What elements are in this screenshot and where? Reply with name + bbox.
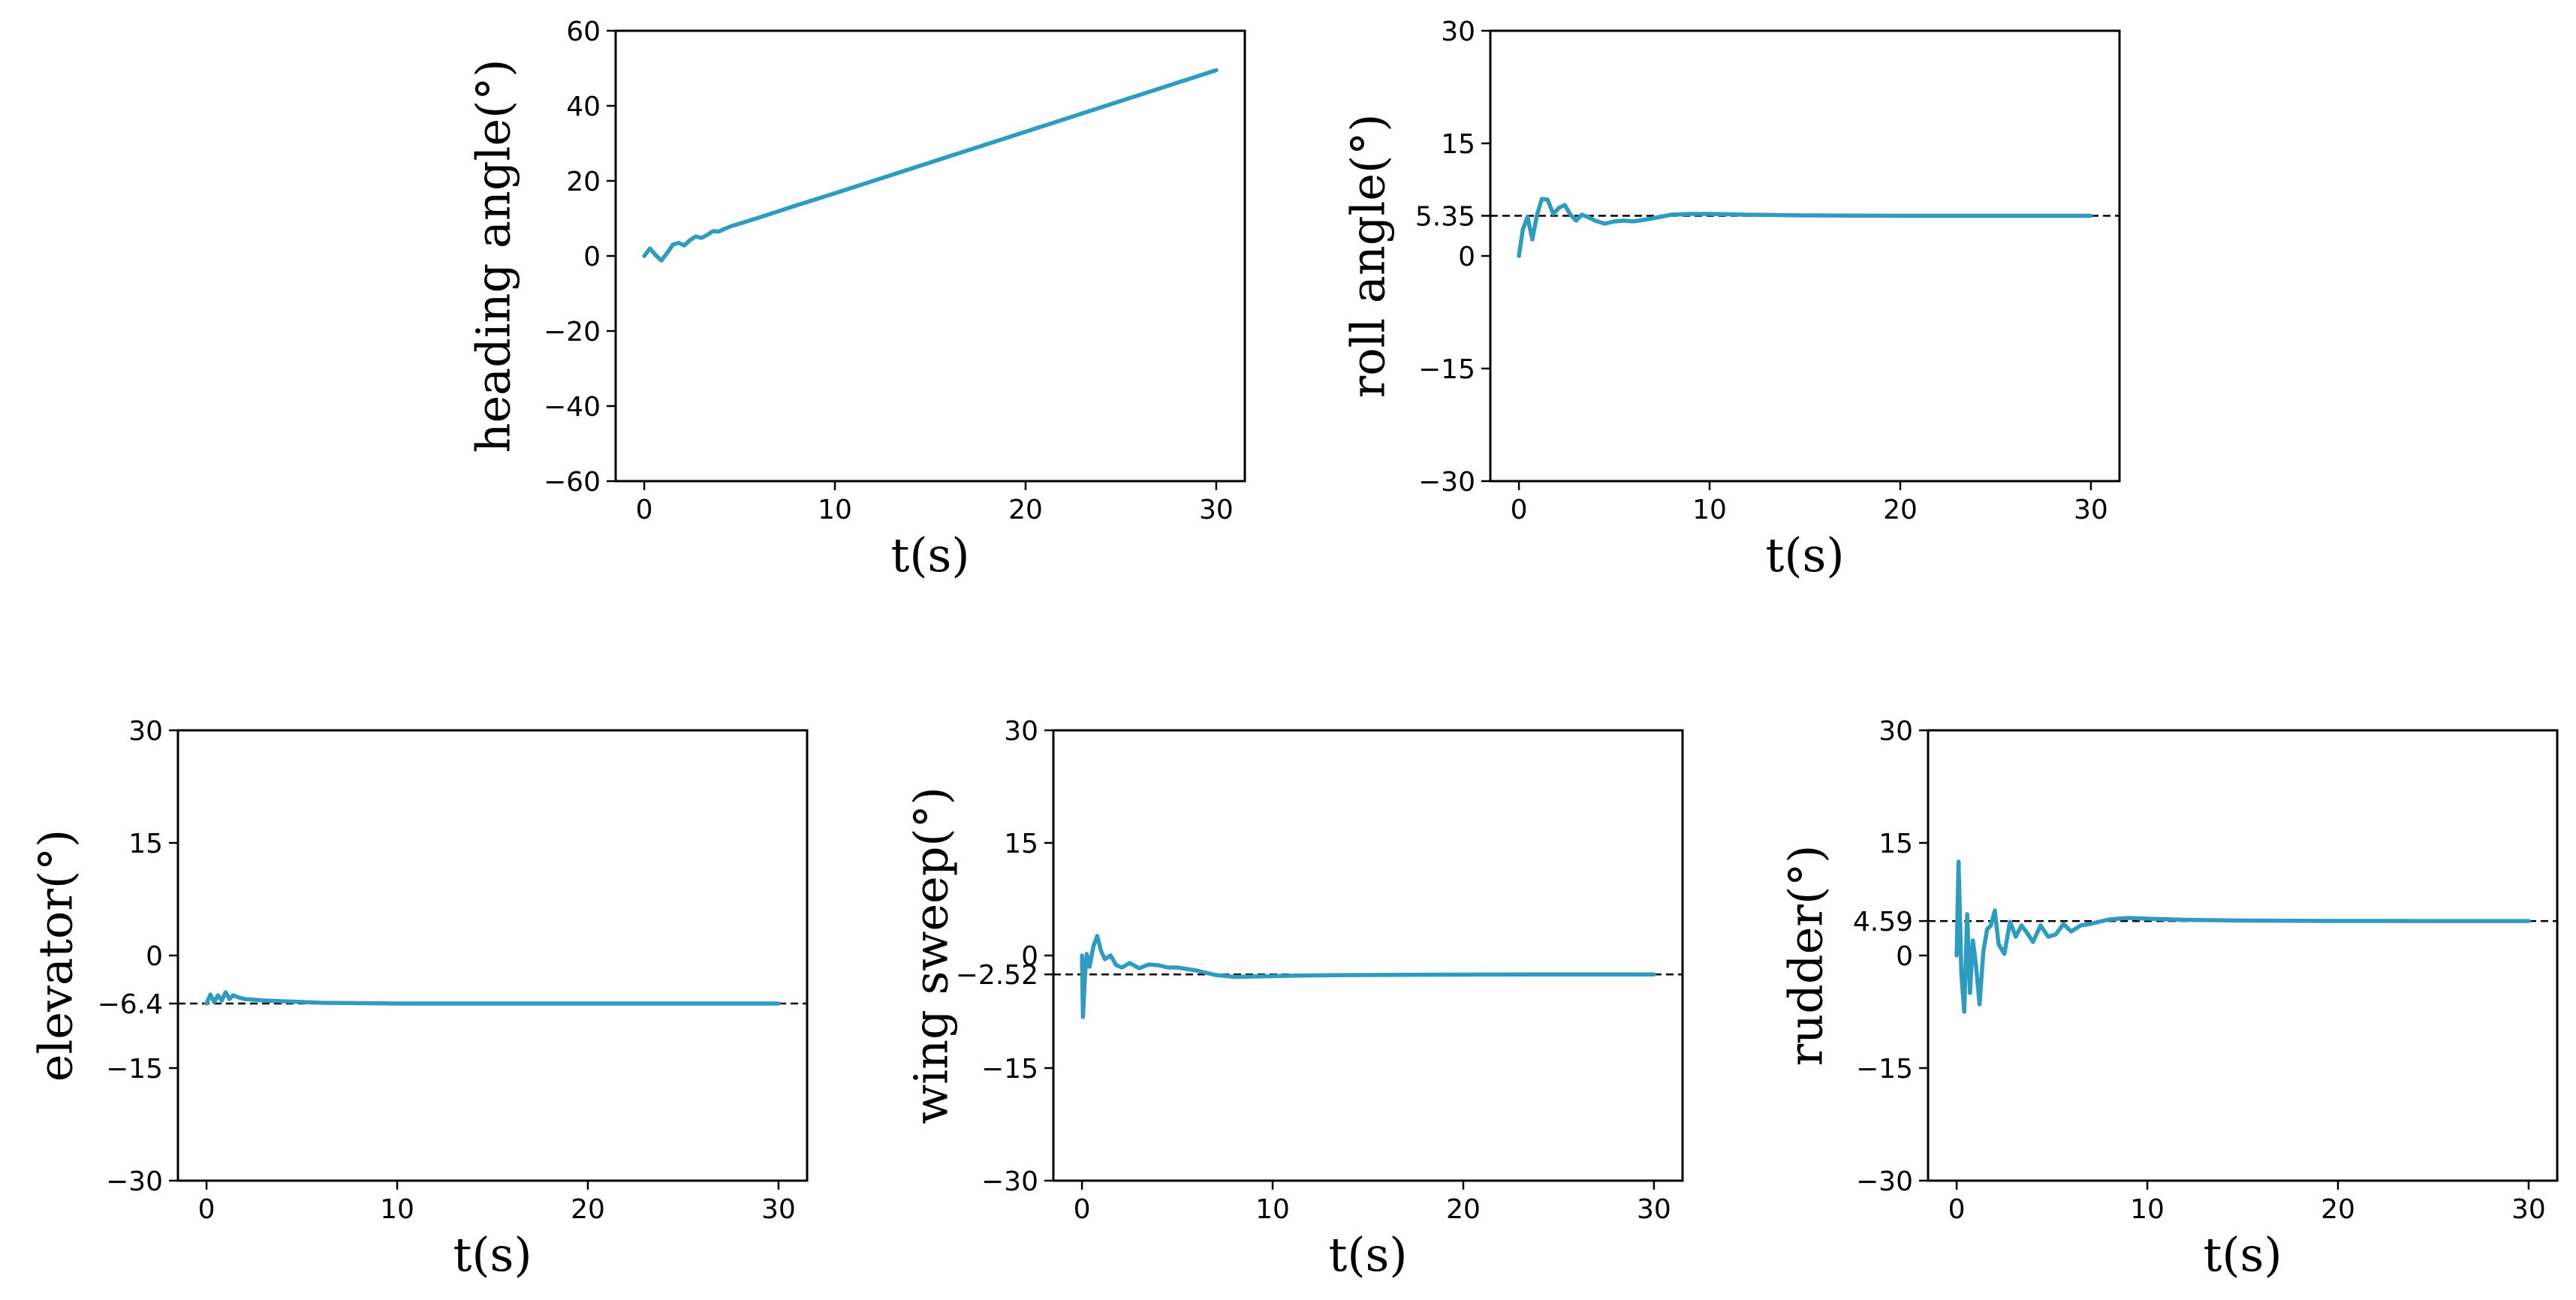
x-tick-label-elevator-2: 20 bbox=[571, 1194, 605, 1225]
reference-tick-label-roll: 5.35 bbox=[1415, 202, 1475, 233]
x-tick-label-heading-1: 10 bbox=[818, 495, 852, 525]
y-tick-label-roll-2: 0 bbox=[1458, 242, 1475, 272]
x-tick-label-roll-2: 20 bbox=[1883, 495, 1918, 525]
x-tick-label-rudder-2: 20 bbox=[2321, 1194, 2355, 1225]
y-tick-label-heading-5: 40 bbox=[566, 92, 601, 122]
x-tick-label-heading-3: 30 bbox=[1199, 495, 1234, 525]
y-tick-label-elevator-3: 15 bbox=[128, 829, 163, 859]
y-tick-label-wing-sweep-0: −30 bbox=[981, 1166, 1038, 1197]
subplot-roll: 0 10 20 30 −30 −15 0 15 30 5.35 t(s) roll angle(°) bbox=[1341, 17, 2121, 582]
x-tick-label-elevator-1: 10 bbox=[380, 1194, 414, 1225]
x-tick-label-wing-sweep-3: 30 bbox=[1637, 1194, 1671, 1225]
y-tick-label-wing-sweep-3: 15 bbox=[1004, 829, 1038, 859]
x-axis-label-roll: t(s) bbox=[1765, 528, 1844, 582]
x-tick-label-wing-sweep-0: 0 bbox=[1074, 1194, 1091, 1225]
x-tick-label-heading-2: 20 bbox=[1008, 495, 1043, 525]
x-tick-label-elevator-3: 30 bbox=[761, 1194, 796, 1225]
y-tick-label-heading-2: −20 bbox=[544, 317, 601, 348]
x-axis-label-elevator: t(s) bbox=[453, 1227, 532, 1282]
series-line-heading-0 bbox=[642, 68, 1219, 263]
subplot-heading: 0 10 20 30 −60 −40 −20 0 20 40 60 t(s) heading angle… bbox=[466, 17, 1246, 582]
x-tick-label-roll-0: 0 bbox=[1511, 495, 1528, 525]
y-tick-label-elevator-1: −15 bbox=[106, 1054, 163, 1085]
y-tick-label-wing-sweep-1: −15 bbox=[981, 1054, 1038, 1085]
y-tick-label-heading-3: 0 bbox=[583, 242, 601, 272]
x-tick-label-roll-3: 30 bbox=[2074, 495, 2108, 525]
reference-tick-label-elevator: −6.4 bbox=[98, 989, 163, 1020]
x-tick-label-rudder-1: 10 bbox=[2130, 1194, 2165, 1225]
subplot-elevator: 0 10 20 30 −30 −15 0 15 30 −6.4 t(s) elevator(°) bbox=[29, 716, 809, 1282]
y-tick-label-rudder-2: 0 bbox=[1896, 941, 1913, 972]
y-tick-label-rudder-3: 15 bbox=[1879, 829, 1913, 859]
y-tick-label-elevator-4: 30 bbox=[128, 716, 163, 747]
reference-tick-label-wing-sweep: −2.52 bbox=[956, 960, 1038, 991]
subplot-rudder: 0 10 20 30 −30 −15 0 15 30 4.59 t(s) rudder(°) bbox=[1779, 716, 2559, 1282]
subplot-wing-sweep: 0 10 20 30 −30 −15 0 15 30 −2.52 t(s) wing sweep(°) bbox=[904, 716, 1684, 1282]
y-axis-label-rudder: rudder(°) bbox=[1779, 845, 1833, 1067]
y-tick-label-heading-1: −40 bbox=[544, 392, 601, 423]
x-tick-label-wing-sweep-1: 10 bbox=[1255, 1194, 1290, 1225]
x-tick-label-roll-1: 10 bbox=[1692, 495, 1727, 525]
y-tick-label-heading-4: 20 bbox=[566, 167, 601, 197]
subplot-panels: 0 10 20 30 −60 −40 −20 0 20 40 60 t(s) heading angle… bbox=[29, 17, 2559, 1282]
series-line-rudder-0 bbox=[1954, 859, 2531, 1014]
x-tick-label-wing-sweep-2: 20 bbox=[1446, 1194, 1481, 1225]
reference-tick-label-rudder: 4.59 bbox=[1853, 907, 1913, 937]
y-tick-label-wing-sweep-2: 0 bbox=[1021, 941, 1038, 972]
y-tick-label-elevator-2: 0 bbox=[146, 941, 163, 972]
y-tick-label-elevator-0: −30 bbox=[106, 1166, 163, 1197]
series-line-roll-0 bbox=[1517, 197, 2093, 258]
y-axis-label-wing-sweep: wing sweep(°) bbox=[904, 787, 959, 1124]
y-tick-label-rudder-0: −30 bbox=[1856, 1166, 1913, 1197]
y-tick-label-heading-0: −60 bbox=[544, 467, 601, 498]
x-tick-label-elevator-0: 0 bbox=[198, 1194, 215, 1225]
y-tick-label-heading-6: 60 bbox=[566, 17, 601, 47]
y-tick-label-roll-4: 30 bbox=[1441, 17, 1475, 47]
y-tick-label-roll-0: −30 bbox=[1418, 467, 1475, 498]
x-tick-label-rudder-0: 0 bbox=[1948, 1194, 1966, 1225]
y-tick-label-roll-3: 15 bbox=[1441, 129, 1475, 160]
x-axis-label-rudder: t(s) bbox=[2203, 1227, 2282, 1282]
series-line-elevator-0 bbox=[204, 990, 781, 1006]
y-axis-label-roll: roll angle(°) bbox=[1341, 114, 1396, 399]
y-tick-label-roll-1: −15 bbox=[1418, 354, 1475, 385]
y-tick-label-rudder-4: 30 bbox=[1879, 716, 1913, 747]
y-tick-label-wing-sweep-4: 30 bbox=[1004, 716, 1038, 747]
x-axis-label-heading: t(s) bbox=[890, 528, 969, 582]
y-axis-label-elevator: elevator(°) bbox=[29, 829, 83, 1082]
x-tick-label-rudder-3: 30 bbox=[2511, 1194, 2546, 1225]
y-axis-label-heading: heading angle(°) bbox=[466, 59, 521, 453]
y-tick-label-rudder-1: −15 bbox=[1856, 1054, 1913, 1085]
x-axis-label-wing-sweep: t(s) bbox=[1328, 1227, 1407, 1282]
series-line-wing-sweep-0 bbox=[1080, 934, 1656, 1019]
x-tick-label-heading-0: 0 bbox=[636, 495, 653, 525]
